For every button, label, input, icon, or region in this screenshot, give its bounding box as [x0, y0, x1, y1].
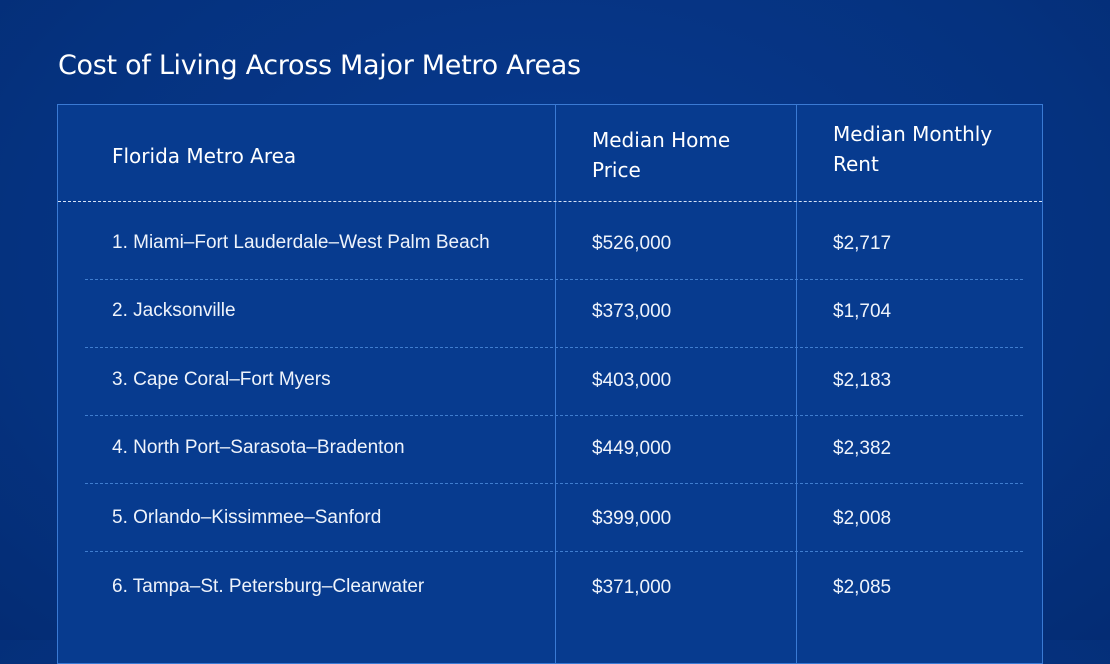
cell-home-price: $403,000 [592, 370, 672, 391]
header-divider [58, 201, 1042, 202]
cell-metro-area: 2. Jacksonville [112, 300, 236, 321]
cell-monthly-rent: $2,382 [833, 438, 892, 459]
page-title: Cost of Living Across Major Metro Areas [58, 50, 581, 81]
cell-monthly-rent: $2,183 [833, 370, 892, 391]
column-divider [555, 105, 556, 663]
cell-metro-area: 4. North Port–Sarasota–Bradenton [112, 437, 405, 458]
cell-home-price: $371,000 [592, 577, 672, 598]
column-divider [796, 105, 797, 663]
row-divider [85, 347, 1023, 348]
cell-monthly-rent: $2,717 [833, 233, 892, 254]
cell-home-price: $526,000 [592, 233, 672, 254]
row-divider [85, 483, 1023, 484]
row-divider [85, 279, 1023, 280]
row-divider [85, 551, 1023, 552]
header-home-price: Median Home Price [592, 128, 731, 182]
cell-metro-area: 3. Cape Coral–Fort Myers [112, 369, 331, 390]
cell-home-price: $449,000 [592, 438, 672, 459]
cell-metro-area: 1. Miami–Fort Lauderdale–West Palm Beach [112, 232, 490, 253]
header-monthly-rent: Median Monthly Rent [833, 122, 993, 176]
cost-table: Florida Metro Area Median Home Price Med… [57, 104, 1043, 664]
row-divider [85, 415, 1023, 416]
cell-monthly-rent: $2,008 [833, 508, 892, 529]
cell-monthly-rent: $1,704 [833, 301, 892, 322]
cell-metro-area: 6. Tampa–St. Petersburg–Clearwater [112, 576, 425, 597]
cell-metro-area: 5. Orlando–Kissimmee–Sanford [112, 507, 382, 528]
cell-home-price: $373,000 [592, 301, 672, 322]
cell-home-price: $399,000 [592, 508, 672, 529]
cell-monthly-rent: $2,085 [833, 577, 892, 598]
header-metro-area: Florida Metro Area [112, 144, 297, 168]
